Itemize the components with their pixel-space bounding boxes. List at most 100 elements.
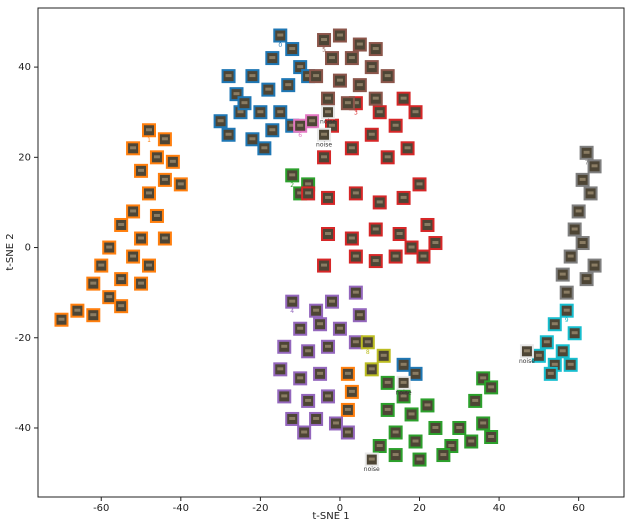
thumbnail-detail	[448, 444, 455, 448]
thumbnail-detail	[408, 412, 415, 416]
x-tick-label: 0	[337, 503, 343, 514]
thumbnail-detail	[559, 349, 566, 353]
y-tick-label: 20	[18, 152, 31, 163]
thumbnail-detail	[145, 128, 152, 132]
thumbnail-detail	[325, 110, 332, 114]
thumbnail-detail	[372, 47, 379, 51]
thumbnail-detail	[305, 74, 312, 78]
thumbnail-detail	[547, 371, 554, 375]
thumbnail-detail	[412, 439, 419, 443]
thumbnail-detail	[90, 281, 97, 285]
thumbnail-detail	[313, 416, 320, 420]
thumbnail-detail	[233, 92, 240, 96]
thumbnail-detail	[424, 403, 431, 407]
thumbnail-detail	[130, 209, 137, 213]
thumbnail-detail	[305, 349, 312, 353]
thumbnail-detail	[265, 87, 272, 91]
thumbnail-detail	[416, 457, 423, 461]
thumbnail-detail	[145, 191, 152, 195]
thumbnail-detail	[408, 245, 415, 249]
cluster-label: 7	[585, 159, 589, 166]
thumbnail-detail	[301, 430, 308, 434]
cluster-label: noise	[519, 358, 535, 365]
cluster-label: 1	[147, 137, 151, 144]
cluster-label: noise	[316, 141, 332, 148]
y-axis-label: t-SNE 2	[5, 233, 16, 270]
thumbnail-detail	[456, 425, 463, 429]
thumbnail-detail	[289, 47, 296, 51]
thumbnail-detail	[344, 430, 351, 434]
thumbnail-detail	[74, 308, 81, 312]
thumbnail-detail	[392, 254, 399, 258]
thumbnail-detail	[332, 421, 339, 425]
thumbnail-detail	[432, 241, 439, 245]
thumbnail-detail	[587, 191, 594, 195]
thumbnail-detail	[468, 439, 475, 443]
thumbnail-detail	[400, 362, 407, 366]
thumbnail-detail	[396, 232, 403, 236]
thumbnail-detail	[313, 308, 320, 312]
thumbnail-detail	[392, 453, 399, 457]
thumbnail-detail	[523, 349, 530, 353]
y-tick-label: 40	[18, 62, 31, 73]
thumbnail-detail	[90, 313, 97, 317]
thumbnail-detail	[563, 290, 570, 294]
thumbnail-detail	[372, 227, 379, 231]
thumbnail-detail	[153, 213, 160, 217]
thumbnail-detail	[138, 281, 145, 285]
thumbnail-detail	[138, 236, 145, 240]
thumbnail-detail	[404, 146, 411, 150]
thumbnail-detail	[277, 367, 284, 371]
thumbnail-detail	[356, 83, 363, 87]
cluster-label: 2	[290, 182, 294, 189]
thumbnail-detail	[289, 173, 296, 177]
thumbnail-detail	[249, 137, 256, 141]
thumbnail-detail	[269, 56, 276, 60]
thumbnail-detail	[145, 263, 152, 267]
thumbnail-detail	[376, 200, 383, 204]
thumbnail-detail	[269, 128, 276, 132]
thumbnail-detail	[321, 155, 328, 159]
x-tick-label: -60	[93, 503, 109, 514]
thumbnail-detail	[575, 209, 582, 213]
thumbnail-detail	[297, 376, 304, 380]
thumbnail-detail	[285, 83, 292, 87]
thumbnail-detail	[289, 299, 296, 303]
thumbnail-detail	[567, 254, 574, 258]
thumbnail-detail	[368, 65, 375, 69]
thumbnail-detail	[352, 191, 359, 195]
thumbnail-detail	[356, 313, 363, 317]
cluster-label: noise	[364, 466, 380, 473]
thumbnail-detail	[416, 182, 423, 186]
thumbnail-detail	[130, 146, 137, 150]
thumbnail-detail	[563, 308, 570, 312]
thumbnail-detail	[328, 123, 335, 127]
thumbnail-detail	[325, 96, 332, 100]
thumbnail-detail	[297, 123, 304, 127]
thumbnail-detail	[384, 155, 391, 159]
thumbnail-detail	[261, 146, 268, 150]
y-tick-label: -40	[15, 423, 31, 434]
thumbnail-detail	[392, 123, 399, 127]
thumbnail-detail	[400, 96, 407, 100]
thumbnail-detail	[58, 317, 65, 321]
thumbnail-detail	[368, 457, 375, 461]
y-tick-label: 0	[25, 243, 31, 254]
thumbnail-detail	[344, 407, 351, 411]
thumbnail-detail	[352, 340, 359, 344]
thumbnail-detail	[348, 56, 355, 60]
thumbnail-detail	[384, 407, 391, 411]
thumbnail-detail	[551, 362, 558, 366]
thumbnail-detail	[336, 78, 343, 82]
thumbnail-detail	[400, 394, 407, 398]
thumbnail-detail	[440, 453, 447, 457]
thumbnail-detail	[376, 110, 383, 114]
thumbnail-detail	[297, 191, 304, 195]
thumbnail-detail	[356, 42, 363, 46]
cluster-label: noise	[320, 119, 336, 126]
x-tick-label: -40	[173, 503, 189, 514]
thumbnail-detail	[325, 195, 332, 199]
thumbnail-detail	[305, 191, 312, 195]
thumbnail-detail	[237, 110, 244, 114]
